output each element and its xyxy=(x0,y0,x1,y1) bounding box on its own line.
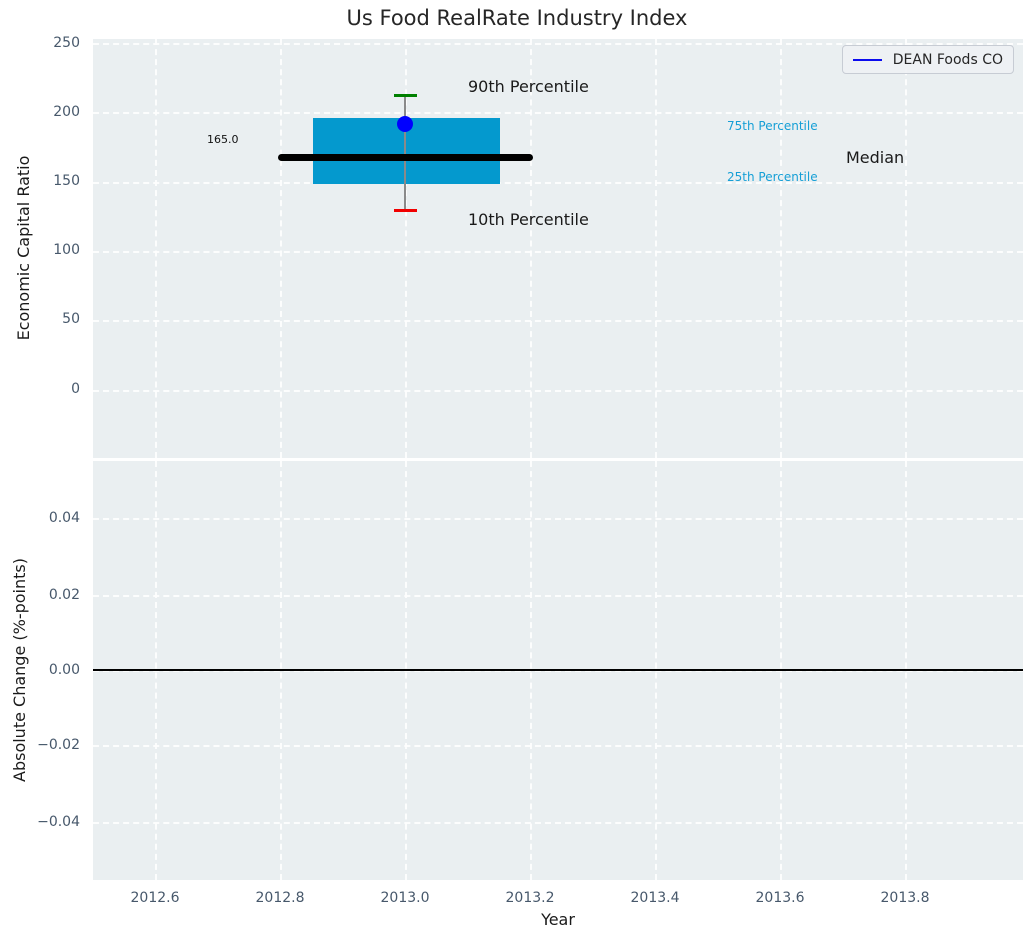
ytick-label: −0.04 xyxy=(37,814,80,830)
top-y-axis-label: Economic Capital Ratio xyxy=(14,155,33,341)
gridline-v xyxy=(405,39,407,458)
xtick-label: 2013.0 xyxy=(380,890,430,906)
gridline-h xyxy=(93,518,1023,520)
annotation-median-value: 165.0 xyxy=(207,133,239,146)
annotation-median: Median xyxy=(846,148,905,167)
annotation-75th-percentile: 75th Percentile xyxy=(727,119,818,133)
xtick-label: 2012.8 xyxy=(255,890,305,906)
annotation-10th-percentile: 10th Percentile xyxy=(468,210,589,229)
legend-line-sample xyxy=(853,58,882,61)
top-axes: 90th Percentile 10th Percentile 75th Per… xyxy=(93,39,1023,458)
annotation-25th-percentile: 25th Percentile xyxy=(727,170,818,184)
gridline-v xyxy=(530,39,532,458)
gridline-v xyxy=(280,39,282,458)
gridline-h xyxy=(93,595,1023,597)
ytick-label: 50 xyxy=(62,311,80,327)
gridline-h xyxy=(93,182,1023,184)
legend-label: DEAN Foods CO xyxy=(892,51,1003,68)
median-line xyxy=(278,154,533,161)
x-axis-label: Year xyxy=(541,910,575,929)
ytick-label: 100 xyxy=(53,242,80,258)
gridline-h xyxy=(93,43,1023,45)
annotation-90th-percentile: 90th Percentile xyxy=(468,77,589,96)
gridline-h xyxy=(93,390,1023,392)
gridline-v xyxy=(655,39,657,458)
zero-reference-line xyxy=(93,669,1023,671)
ytick-label: 150 xyxy=(53,173,80,189)
legend: DEAN Foods CO xyxy=(842,45,1014,74)
gridline-h xyxy=(93,251,1023,253)
xtick-label: 2013.2 xyxy=(505,890,555,906)
company-data-point xyxy=(397,116,413,132)
gridline-v xyxy=(905,39,907,458)
ytick-label: 0.00 xyxy=(48,662,80,678)
xtick-label: 2013.4 xyxy=(630,890,680,906)
ytick-label: 200 xyxy=(53,104,80,120)
bottom-y-axis-label: Absolute Change (%-points) xyxy=(10,558,29,782)
chart-title: Us Food RealRate Industry Index xyxy=(346,6,688,30)
ytick-label: 0 xyxy=(71,381,80,397)
p90-cap xyxy=(394,94,417,97)
gridline-h xyxy=(93,670,1023,672)
gridline-h xyxy=(93,320,1023,322)
gridline-v xyxy=(155,39,157,458)
xtick-label: 2013.6 xyxy=(755,890,805,906)
bottom-axes xyxy=(93,461,1023,880)
ytick-label: −0.02 xyxy=(37,737,80,753)
gridline-h xyxy=(93,112,1023,114)
p10-cap xyxy=(394,209,417,212)
ytick-label: 250 xyxy=(53,35,80,51)
ytick-label: 0.04 xyxy=(48,510,80,526)
xtick-label: 2013.8 xyxy=(880,890,930,906)
ytick-label: 0.02 xyxy=(48,587,80,603)
gridline-v xyxy=(780,39,782,458)
gridline-h xyxy=(93,822,1023,824)
xtick-label: 2012.6 xyxy=(130,890,180,906)
gridline-h xyxy=(93,745,1023,747)
whisker-line xyxy=(404,96,406,211)
